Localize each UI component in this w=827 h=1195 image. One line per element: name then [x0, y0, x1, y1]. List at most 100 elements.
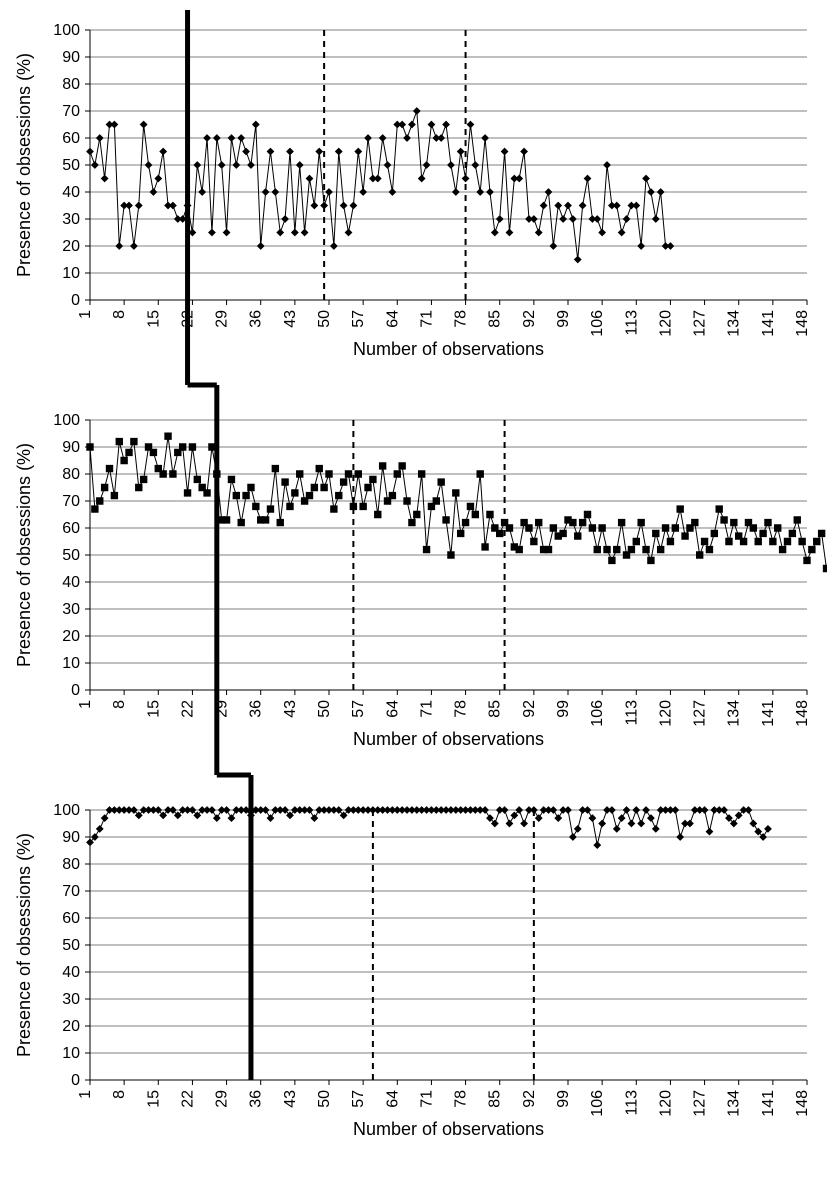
- data-point: [506, 525, 512, 531]
- data-point: [618, 815, 624, 821]
- y-tick-label: 10: [62, 655, 80, 672]
- data-point: [531, 216, 537, 222]
- data-point: [575, 256, 581, 262]
- data-point: [121, 457, 127, 463]
- data-point: [116, 438, 122, 444]
- x-tick-label: 15: [145, 310, 162, 328]
- data-point: [189, 229, 195, 235]
- data-point: [145, 162, 151, 168]
- data-point: [760, 530, 766, 536]
- data-point: [687, 820, 693, 826]
- data-point: [614, 546, 620, 552]
- data-point: [355, 148, 361, 154]
- x-tick-label: 43: [282, 700, 299, 718]
- y-axis-label: Presence of obsessions (%): [14, 443, 34, 667]
- x-tick-label: 22: [179, 310, 196, 328]
- x-tick-label: 29: [214, 310, 231, 328]
- data-point: [223, 517, 229, 523]
- data-point: [258, 243, 264, 249]
- data-point: [282, 479, 288, 485]
- data-point: [272, 189, 278, 195]
- data-point: [672, 525, 678, 531]
- data-point: [462, 519, 468, 525]
- data-point: [570, 834, 576, 840]
- data-point: [726, 538, 732, 544]
- data-point: [370, 476, 376, 482]
- data-point: [399, 121, 405, 127]
- data-point: [823, 565, 827, 571]
- data-point: [667, 243, 673, 249]
- data-point: [418, 175, 424, 181]
- data-point: [204, 490, 210, 496]
- data-point: [667, 538, 673, 544]
- data-point: [545, 189, 551, 195]
- data-point: [267, 815, 273, 821]
- data-point: [409, 121, 415, 127]
- data-point: [521, 148, 527, 154]
- data-point: [336, 148, 342, 154]
- data-point: [428, 121, 434, 127]
- data-point: [457, 148, 463, 154]
- data-point: [170, 202, 176, 208]
- data-point: [179, 444, 185, 450]
- panels-container: 0102030405060708090100181522293643505764…: [0, 10, 827, 1150]
- data-point: [599, 525, 605, 531]
- y-tick-label: 60: [62, 520, 80, 537]
- y-tick-label: 100: [53, 22, 80, 39]
- data-point: [594, 842, 600, 848]
- x-tick-label: 43: [282, 310, 299, 328]
- data-point: [92, 506, 98, 512]
- x-tick-label: 85: [487, 310, 504, 328]
- data-point: [126, 202, 132, 208]
- data-point: [653, 826, 659, 832]
- data-point: [404, 498, 410, 504]
- data-point: [326, 189, 332, 195]
- data-point: [653, 530, 659, 536]
- y-tick-label: 90: [62, 49, 80, 66]
- x-tick-label: 57: [350, 1090, 367, 1108]
- data-point: [531, 807, 537, 813]
- data-point: [550, 525, 556, 531]
- x-tick-label: 120: [657, 1090, 674, 1117]
- y-tick-label: 50: [62, 937, 80, 954]
- data-point: [804, 557, 810, 563]
- data-point: [457, 530, 463, 536]
- x-tick-label: 8: [111, 700, 128, 709]
- x-tick-label: 71: [418, 310, 435, 328]
- data-point: [311, 815, 317, 821]
- data-point: [779, 546, 785, 552]
- data-point: [482, 807, 488, 813]
- data-point: [311, 484, 317, 490]
- data-point: [292, 229, 298, 235]
- x-tick-label: 120: [657, 700, 674, 727]
- data-point: [443, 121, 449, 127]
- data-point: [765, 519, 771, 525]
- data-point: [540, 202, 546, 208]
- data-point: [462, 175, 468, 181]
- y-tick-label: 50: [62, 157, 80, 174]
- x-tick-label: 148: [794, 700, 811, 727]
- data-point: [238, 519, 244, 525]
- data-point: [209, 229, 215, 235]
- data-point: [194, 162, 200, 168]
- data-point: [111, 121, 117, 127]
- x-axis-label: Number of observations: [353, 1119, 544, 1139]
- data-point: [721, 517, 727, 523]
- x-tick-label: 106: [589, 700, 606, 727]
- x-tick-label: 99: [555, 1090, 572, 1108]
- data-point: [155, 175, 161, 181]
- panel-3: 0102030405060708090100181522293643505764…: [0, 790, 827, 1150]
- x-tick-label: 64: [384, 310, 401, 328]
- data-point: [301, 229, 307, 235]
- data-point: [633, 807, 639, 813]
- data-point: [365, 135, 371, 141]
- x-tick-label: 36: [248, 1090, 265, 1108]
- y-tick-label: 0: [71, 1072, 80, 1089]
- data-point: [331, 506, 337, 512]
- data-point: [214, 135, 220, 141]
- data-point: [716, 506, 722, 512]
- data-point: [643, 175, 649, 181]
- data-point: [477, 471, 483, 477]
- data-point: [506, 820, 512, 826]
- data-point: [565, 807, 571, 813]
